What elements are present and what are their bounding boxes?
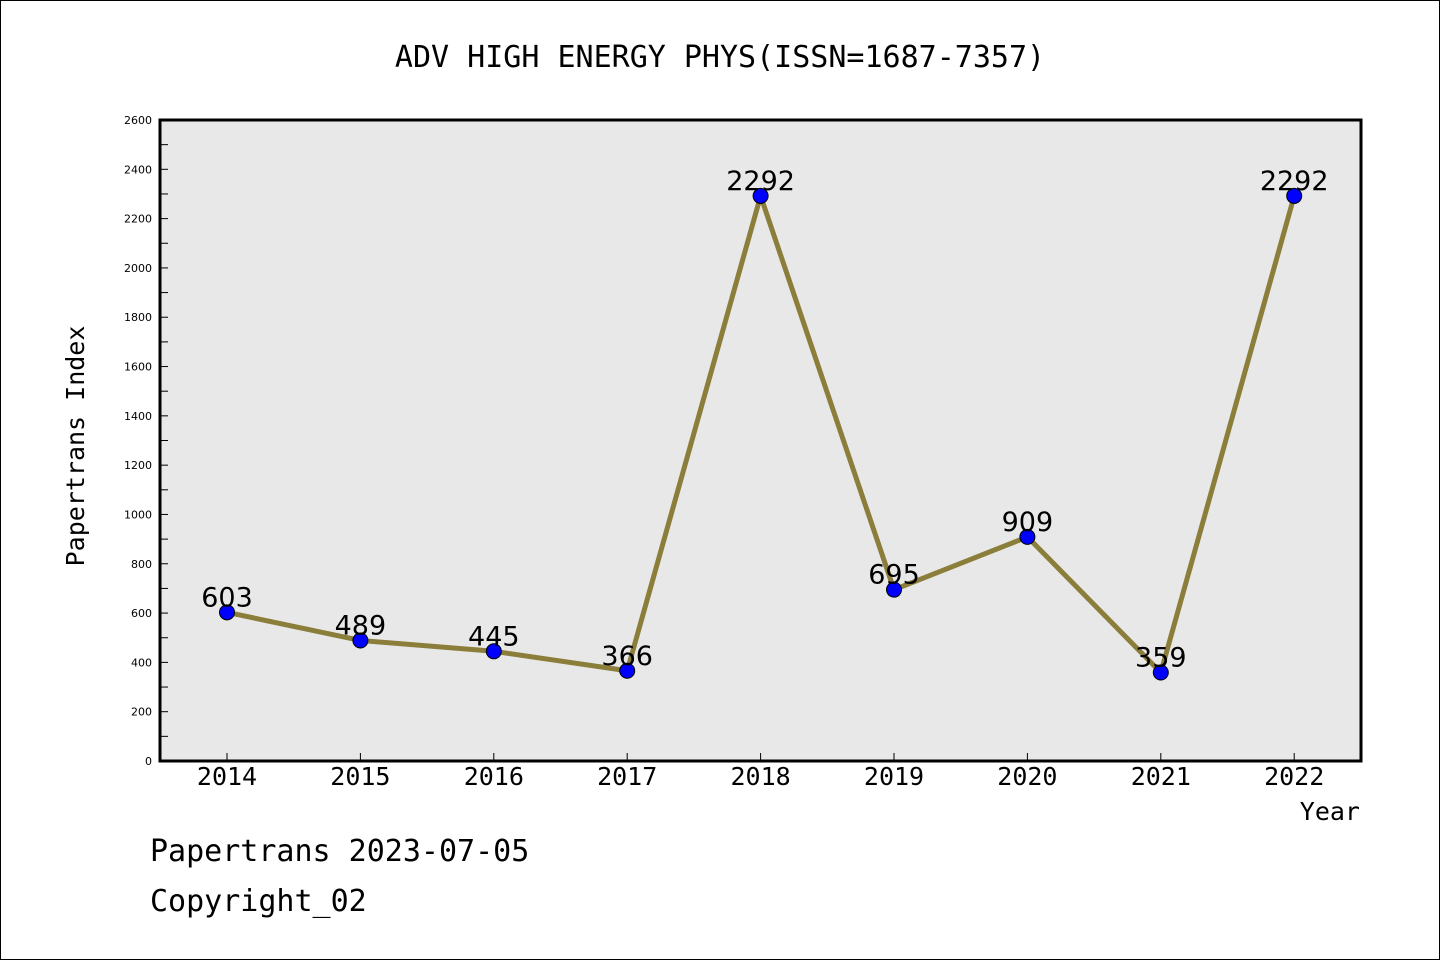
x-tick-label: 2015: [330, 762, 390, 791]
data-point: [1286, 187, 1303, 204]
data-label: 2292: [726, 166, 795, 197]
x-tick-label: 2016: [464, 762, 524, 791]
x-tick-label: 2020: [997, 762, 1057, 791]
y-axis: 0 200 400 600 800 1000 1200 1400 1600 1800 2000 220…: [124, 114, 168, 768]
y-tick-label: 2000: [124, 262, 152, 275]
data-point: [1152, 664, 1169, 681]
data-point: [219, 604, 235, 621]
chart-title: ADV HIGH ENERGY PHYS(ISSN=1687-7357): [395, 40, 1045, 75]
y-tick-label: 0: [145, 755, 152, 768]
y-tick-label: 200: [131, 706, 152, 719]
y-tick-label: 2200: [124, 213, 152, 226]
data-label: 695: [868, 560, 920, 591]
x-axis-label: Year: [1300, 797, 1360, 826]
y-tick-label: 1600: [124, 361, 152, 374]
x-tick-label: 2019: [864, 762, 924, 791]
x-tick-label: 2017: [597, 762, 657, 791]
y-tick-label: 2600: [124, 114, 152, 127]
data-label: 489: [335, 610, 387, 641]
data-point: [1019, 528, 1036, 545]
data-label: 909: [1002, 507, 1054, 538]
x-tick-label: 2018: [730, 762, 790, 791]
data-labels: 603 489 445 366 2292 695 909 359 2292: [201, 166, 1328, 674]
data-point: [352, 632, 369, 649]
footer-source: Papertrans 2023-07-05: [150, 834, 530, 869]
y-axis-label: Papertrans Index: [61, 326, 90, 567]
y-tick-label: 800: [131, 558, 152, 571]
data-points: [219, 187, 1303, 681]
y-tick-label: 600: [131, 607, 152, 620]
footer-copyright: Copyright_02: [150, 884, 367, 919]
y-tick-label: 1200: [124, 459, 152, 472]
data-label: 2292: [1260, 166, 1329, 197]
data-label: 603: [201, 582, 253, 613]
x-tick-label: 2021: [1131, 762, 1191, 791]
data-point: [485, 643, 502, 660]
y-tick-label: 2400: [124, 163, 152, 176]
plot-area: [158, 118, 1363, 763]
y-tick-label: 1000: [124, 508, 152, 521]
data-point: [619, 662, 636, 679]
x-axis: 2014 2015 2016 2017 2018 2019 2020 2021 2022: [197, 753, 1324, 791]
data-label: 359: [1135, 642, 1187, 673]
y-tick-label: 1800: [124, 311, 152, 324]
data-label: 445: [468, 621, 520, 652]
x-tick-label: 2014: [197, 762, 257, 791]
x-tick-label: 2022: [1264, 762, 1324, 791]
data-point: [886, 581, 902, 598]
data-point: [752, 187, 769, 204]
data-label: 366: [601, 641, 653, 672]
y-tick-label: 1400: [124, 410, 152, 423]
y-tick-label: 400: [131, 656, 152, 669]
